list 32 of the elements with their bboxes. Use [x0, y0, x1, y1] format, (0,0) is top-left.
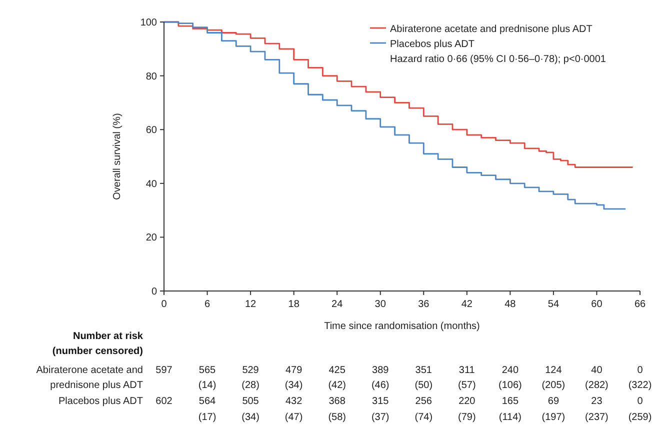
x-tick-label: 0 [161, 299, 168, 310]
text: (17) (34) (47) (58) (37) (74) (79) (114) (197) (237) (259) [198, 412, 652, 423]
text: prednisone plus ADT [50, 380, 143, 391]
legend-label: Abiraterone acetate and prednisone plus ADT [390, 24, 592, 35]
y-tick-label: 60 [146, 125, 158, 136]
text: (number censored) [52, 346, 143, 357]
y-tick-label: 0 [151, 286, 158, 298]
x-tick-label: 42 [461, 299, 473, 310]
x-tick-label: 54 [548, 299, 560, 310]
text: 597 565 529 479 425 389 351 311 240 124 40 0 [156, 365, 643, 376]
x-tick-label: 18 [288, 299, 300, 310]
y-tick-label: 100 [140, 18, 158, 28]
y-axis-title: Overall survival (%) [112, 113, 123, 200]
y-tick-label: 20 [146, 232, 158, 244]
y-tick-label: 80 [146, 71, 158, 82]
x-tick-label: 6 [204, 299, 210, 310]
x-tick-label: 60 [591, 299, 603, 310]
text: Abiraterone acetate and [36, 365, 143, 376]
x-tick-label: 36 [418, 299, 430, 310]
text: 602 564 505 432 368 315 256 220 165 69 23 0 [156, 396, 643, 407]
x-tick-label: 12 [244, 299, 257, 310]
x-tick-label: 66 [634, 299, 646, 310]
x-tick-label: 30 [374, 299, 386, 310]
annotation: Hazard ratio 0·66 (95% CI 0·56–0·78); p<0·0001 [390, 54, 606, 65]
x-axis-title: Time since randomisation (months) [324, 321, 480, 332]
text: Placebos plus ADT [58, 396, 143, 407]
y-tick-label: 40 [146, 178, 158, 190]
legend-label: Placebos plus ADT [390, 39, 474, 50]
text: (14) (28) (34) (42) (46) (50) (57) (106) (205) (282) (322) [198, 380, 652, 391]
x-tick-label: 48 [504, 299, 516, 310]
x-tick-label: 24 [332, 299, 344, 310]
text: Number at risk [72, 331, 144, 342]
